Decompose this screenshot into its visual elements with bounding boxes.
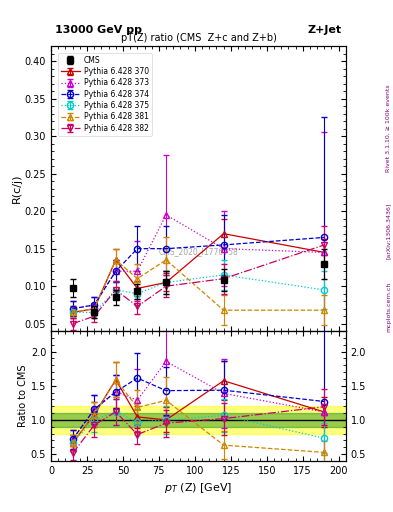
Text: Rivet 3.1.10, ≥ 100k events: Rivet 3.1.10, ≥ 100k events bbox=[386, 84, 391, 172]
Title: pT(Z) ratio (CMS  Z+c and Z+b): pT(Z) ratio (CMS Z+c and Z+b) bbox=[121, 33, 276, 42]
X-axis label: $p_T$ (Z) [GeV]: $p_T$ (Z) [GeV] bbox=[164, 481, 233, 495]
Bar bbox=[51, 413, 346, 426]
Text: CMS_2020_I1776758: CMS_2020_I1776758 bbox=[159, 247, 238, 256]
Y-axis label: Ratio to CMS: Ratio to CMS bbox=[18, 365, 28, 427]
Text: [arXiv:1306.3436]: [arXiv:1306.3436] bbox=[386, 202, 391, 259]
Y-axis label: R(c/j): R(c/j) bbox=[12, 174, 22, 203]
Text: mcplots.cern.ch: mcplots.cern.ch bbox=[386, 282, 391, 332]
Text: 13000 GeV pp: 13000 GeV pp bbox=[55, 25, 142, 35]
Text: Z+Jet: Z+Jet bbox=[308, 25, 342, 35]
Bar bbox=[51, 406, 346, 434]
Legend: CMS, Pythia 6.428 370, Pythia 6.428 373, Pythia 6.428 374, Pythia 6.428 375, Pyt: CMS, Pythia 6.428 370, Pythia 6.428 373,… bbox=[58, 53, 152, 136]
